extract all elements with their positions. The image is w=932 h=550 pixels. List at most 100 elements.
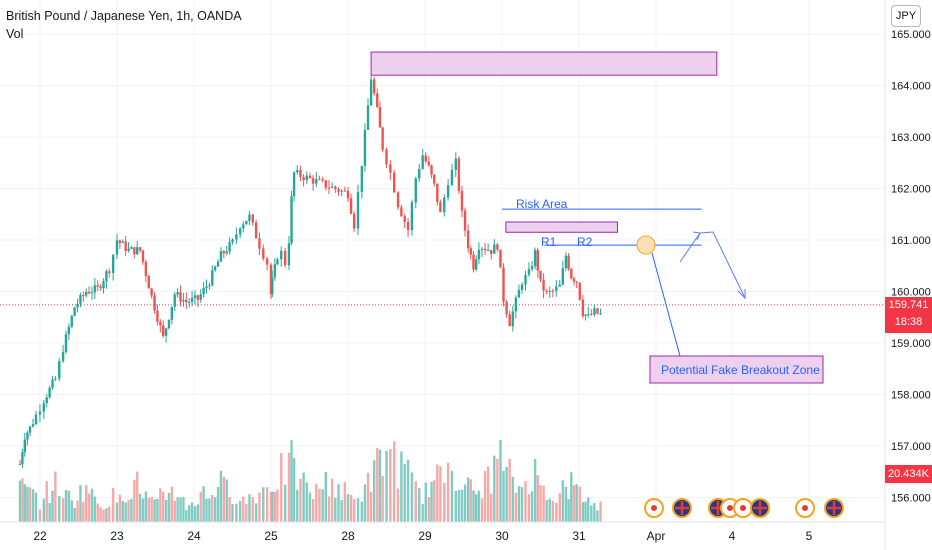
candle-body — [173, 294, 176, 307]
volume-bar — [51, 490, 54, 522]
candle-body — [99, 286, 102, 289]
candle-body — [385, 149, 388, 165]
volume-bar — [118, 494, 122, 522]
volume-bar — [475, 494, 478, 522]
volume-bar — [219, 470, 223, 522]
volume-bar — [311, 499, 315, 522]
volume-bar — [269, 491, 273, 522]
volume-bar — [147, 497, 150, 522]
volume-legend: Vol — [6, 27, 24, 41]
price-axis[interactable]: 156.000 157.000 158.000 159.000 160.000 161.0… — [884, 0, 931, 550]
volume-bar — [127, 499, 130, 522]
x-tick-label: 28 — [341, 529, 355, 543]
volume-bar — [159, 488, 162, 522]
volume-bar — [427, 497, 431, 522]
volume-bar — [581, 501, 585, 522]
volume-bar — [38, 509, 42, 522]
candle-body — [315, 179, 318, 184]
volume-bar — [96, 503, 99, 522]
volume-bar — [199, 491, 202, 522]
candle-body — [199, 294, 202, 300]
candle-body — [130, 247, 133, 249]
candle-body — [443, 197, 446, 213]
candle-body — [524, 274, 527, 285]
y-tick-label: 164.000 — [891, 81, 931, 93]
candle-body — [572, 278, 576, 282]
volume-bar — [352, 499, 356, 522]
volume-bar — [508, 458, 511, 522]
volume-bar — [271, 491, 274, 522]
volume-bar — [262, 487, 265, 522]
candle-body — [533, 250, 537, 267]
candle-body — [372, 79, 376, 94]
candle-body — [439, 202, 442, 213]
candle-body — [159, 321, 162, 326]
volume-bar — [564, 486, 568, 522]
volume-bar — [450, 470, 454, 522]
volume-bar — [599, 501, 602, 522]
volume-bar — [517, 486, 521, 522]
last-volume-label: 20.434K — [885, 465, 932, 483]
candle-body — [305, 175, 308, 181]
candle-body — [18, 464, 22, 466]
volume-bar — [242, 496, 245, 522]
candle-body — [93, 285, 97, 293]
volume-bar — [315, 483, 318, 522]
candle-body — [190, 297, 194, 302]
candle-body — [273, 264, 277, 278]
candle-body — [280, 250, 283, 260]
candle-body — [144, 261, 148, 276]
candle-body — [539, 270, 542, 280]
volume-bar — [222, 476, 226, 522]
volume-bar — [499, 439, 502, 522]
candle-body — [290, 196, 293, 244]
candle-body — [410, 202, 414, 231]
candle-body — [167, 319, 171, 329]
candle-body — [269, 264, 273, 295]
symbol-title: British Pound / Japanese Yen, 1h, OANDA — [6, 9, 242, 23]
volume-bar — [318, 488, 321, 522]
volume-bar — [280, 453, 283, 522]
volume-bars — [18, 439, 602, 522]
volume-bar — [360, 501, 364, 522]
volume-bar — [23, 484, 26, 522]
volume-bar — [70, 500, 73, 522]
candle-body — [82, 295, 85, 297]
volume-bar — [502, 471, 505, 522]
candle-body — [599, 313, 602, 315]
volume-bar — [337, 484, 340, 522]
callout-leader — [651, 252, 681, 357]
volume-bar — [551, 500, 555, 522]
time-axis[interactable]: 22 23 24 25 28 29 30 31 Apr 4 5 — [0, 521, 885, 543]
volume-bar — [185, 510, 188, 522]
candle-body — [102, 281, 105, 289]
candle-body — [321, 179, 324, 181]
candle-body — [133, 247, 136, 255]
candle-body — [58, 361, 61, 379]
volume-bar — [93, 496, 97, 522]
risk-area-label: Risk Area — [516, 197, 568, 211]
volume-bar — [254, 503, 258, 522]
volume-bar — [248, 494, 251, 522]
candle-body — [578, 282, 581, 300]
candle-body — [196, 295, 200, 300]
candle-body — [366, 105, 370, 130]
candle-body — [389, 164, 392, 173]
x-tick-label: 29 — [418, 529, 432, 543]
candle-body — [548, 290, 551, 292]
candle-body — [156, 310, 159, 322]
candle-body — [514, 297, 518, 312]
volume-bar — [587, 497, 590, 522]
volume-bar — [73, 507, 76, 522]
volume-bar — [558, 493, 561, 522]
currency-button[interactable]: JPY — [891, 5, 921, 27]
candle-body — [64, 334, 68, 353]
candle-body — [460, 191, 464, 211]
event-dot-icon — [802, 505, 808, 511]
candle-body — [216, 261, 220, 267]
volume-bar — [572, 485, 576, 522]
candle-body — [283, 250, 287, 266]
candle-body — [213, 266, 217, 271]
candle-body — [536, 250, 540, 271]
